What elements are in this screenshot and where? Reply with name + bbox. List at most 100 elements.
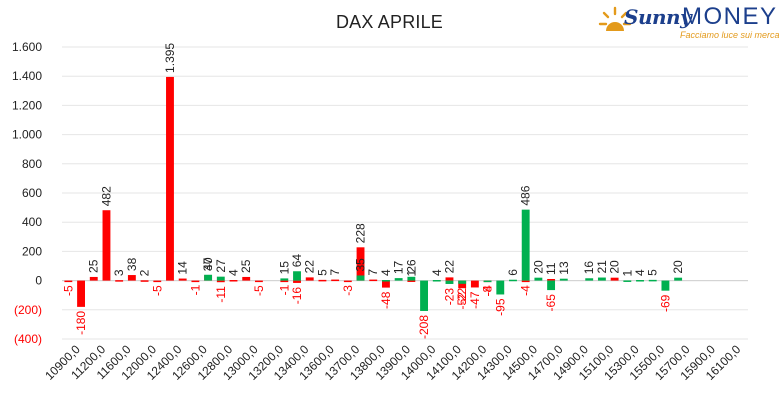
data-label: 25 [239, 259, 253, 273]
data-label: -1 [277, 284, 291, 295]
y-tick-label: 600 [22, 186, 42, 200]
bar [140, 280, 149, 282]
y-tick-label: 1.600 [12, 40, 42, 54]
bar [470, 280, 479, 288]
data-label: -180 [74, 311, 88, 335]
y-tick-label: (400) [14, 332, 42, 346]
bar [458, 280, 467, 289]
bar [521, 209, 530, 281]
bar [432, 280, 441, 282]
data-label: 4 [633, 269, 647, 276]
data-label: 21 [595, 260, 609, 274]
data-label: -16 [290, 287, 304, 305]
bar [623, 280, 632, 282]
bar [166, 76, 174, 281]
bar [597, 277, 606, 281]
data-label: 3 [112, 269, 126, 276]
data-label: 13 [557, 261, 571, 275]
data-label: 482 [99, 186, 113, 206]
bar [280, 280, 289, 283]
bar [254, 280, 263, 283]
bar [216, 276, 225, 281]
bar [280, 278, 289, 281]
data-label: -5 [150, 285, 164, 296]
bar [127, 275, 136, 281]
data-label: 14 [176, 261, 190, 275]
data-label: -1 [188, 284, 202, 295]
y-tick-label: 800 [22, 157, 42, 171]
data-label: -5 [61, 285, 75, 296]
data-label: 16 [582, 261, 596, 275]
bar [534, 277, 543, 281]
data-label: -48 [379, 291, 393, 309]
y-tick-label: 0 [35, 274, 42, 288]
data-label: 20 [608, 260, 622, 274]
bar [331, 279, 340, 282]
data-label: -11 [214, 286, 228, 303]
logo-tagline: Facciamo luce sui mercati [680, 30, 779, 40]
data-label: 1 [404, 269, 418, 276]
data-label: 5 [646, 269, 660, 276]
bar [216, 280, 225, 283]
bar [445, 280, 454, 284]
data-label: -95 [493, 298, 507, 316]
data-label: 7 [328, 269, 342, 276]
data-label: 20 [671, 260, 685, 274]
y-tick-label: 1.400 [12, 69, 42, 83]
data-label: 22 [442, 260, 456, 274]
data-label: 228 [354, 223, 368, 243]
data-label: -52 [455, 292, 469, 310]
data-label: -23 [442, 288, 456, 306]
y-tick-label: 400 [22, 215, 42, 229]
sun-logo-icon [598, 6, 632, 31]
bar [483, 280, 492, 283]
data-label: 486 [519, 185, 533, 205]
data-label: -22 [455, 287, 469, 305]
bar [242, 276, 251, 281]
data-label: 1.395 [163, 43, 177, 73]
bar [115, 280, 124, 282]
data-label: 7 [366, 269, 380, 276]
data-label: 11 [544, 262, 558, 275]
data-label: 2 [138, 269, 152, 276]
bar [407, 280, 416, 282]
data-label: -5 [252, 285, 266, 296]
bar [585, 278, 594, 281]
chart-title: DAX APRILE [335, 12, 444, 32]
bar [343, 280, 352, 283]
bar [153, 280, 162, 283]
bar [521, 280, 530, 283]
bar [509, 279, 517, 282]
y-tick-label: 200 [22, 244, 42, 258]
data-label: 35 [354, 258, 368, 272]
bar [496, 280, 505, 295]
data-label: 15 [277, 261, 291, 275]
bar [191, 280, 200, 283]
bar [356, 275, 365, 281]
bar [648, 279, 657, 282]
logo-word-money: MONEY [682, 3, 778, 30]
data-label: 64 [290, 254, 304, 268]
bar [204, 274, 213, 281]
bar [382, 280, 390, 288]
data-label: 40 [201, 257, 215, 271]
bar [356, 247, 365, 281]
data-label: 17 [392, 260, 406, 274]
bar [559, 278, 568, 281]
bar [674, 277, 683, 281]
data-label: 27 [214, 259, 228, 273]
data-label: 25 [87, 259, 101, 273]
y-tick-label: 1.200 [12, 98, 42, 112]
bar [394, 278, 403, 281]
bar [293, 280, 301, 283]
data-label: -69 [658, 294, 672, 312]
bar [661, 280, 670, 291]
data-label: 20 [531, 260, 545, 274]
data-label: -4 [481, 285, 495, 296]
bar [445, 277, 454, 281]
bar [293, 271, 301, 281]
bar [420, 280, 428, 311]
bar [102, 210, 111, 281]
data-label: -47 [468, 291, 482, 309]
data-label: 5 [315, 269, 329, 276]
